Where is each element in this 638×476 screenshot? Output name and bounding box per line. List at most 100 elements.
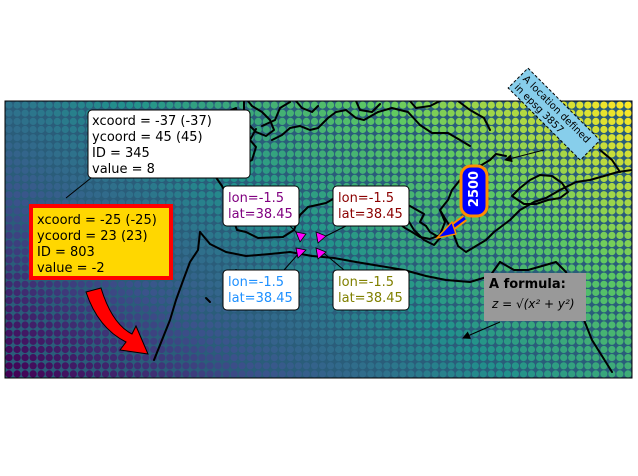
- data-point: [310, 345, 319, 354]
- data-point: [511, 166, 519, 174]
- data-point: [511, 199, 519, 207]
- data-point: [367, 354, 375, 362]
- data-point: [359, 345, 367, 354]
- data-point: [351, 150, 359, 158]
- data-point: [584, 240, 592, 248]
- data-point: [527, 240, 536, 248]
- data-point: [359, 166, 367, 174]
- data-point: [600, 182, 608, 191]
- data-point: [600, 313, 608, 321]
- data-point: [190, 264, 198, 272]
- data-point: [600, 248, 608, 256]
- data-point: [608, 321, 616, 329]
- data-point: [519, 142, 528, 150]
- data-point: [447, 354, 455, 362]
- data-point: [222, 354, 230, 362]
- data-point: [439, 297, 447, 305]
- data-point: [544, 264, 552, 272]
- data-point: [310, 362, 319, 370]
- data-point: [592, 231, 600, 239]
- data-point: [21, 256, 29, 264]
- data-point: [616, 117, 624, 125]
- data-point: [174, 248, 182, 256]
- data-point: [182, 313, 190, 321]
- data-point: [447, 207, 455, 215]
- data-point: [495, 101, 503, 109]
- data-point: [560, 329, 568, 337]
- data-point: [174, 264, 182, 272]
- data-point: [45, 280, 53, 288]
- data-point: [310, 354, 319, 362]
- data-point: [29, 101, 37, 109]
- data-point: [310, 297, 319, 305]
- data-point: [262, 337, 270, 345]
- data-point: [53, 354, 61, 362]
- data-point: [230, 337, 238, 345]
- data-point: [166, 101, 174, 109]
- data-point: [335, 142, 343, 150]
- data-point: [447, 337, 455, 345]
- data-point: [335, 117, 343, 125]
- data-point: [624, 174, 632, 182]
- data-point: [592, 248, 600, 256]
- data-point: [423, 337, 431, 345]
- data-point: [13, 256, 21, 264]
- data-point: [343, 370, 351, 378]
- data-point: [527, 329, 536, 337]
- data-point: [487, 223, 495, 231]
- data-point: [519, 354, 528, 362]
- data-point: [584, 362, 592, 370]
- data-point: [552, 354, 560, 362]
- data-point: [37, 321, 45, 329]
- data-point: [624, 134, 632, 142]
- data-point: [487, 199, 495, 207]
- data-point: [118, 354, 126, 362]
- data-point: [399, 248, 407, 256]
- data-point: [536, 329, 544, 337]
- data-point: [439, 142, 447, 150]
- data-point: [495, 345, 503, 354]
- data-point: [190, 362, 198, 370]
- data-point: [608, 215, 616, 223]
- data-point: [608, 337, 616, 345]
- data-point: [37, 297, 45, 305]
- data-point: [415, 125, 423, 134]
- data-point: [624, 101, 632, 109]
- data-point: [5, 264, 13, 272]
- data-point: [13, 329, 21, 337]
- data-point: [5, 256, 13, 264]
- data-point: [455, 158, 463, 166]
- data-point: [447, 297, 455, 305]
- data-point: [536, 370, 544, 378]
- data-point: [134, 370, 142, 378]
- data-point: [511, 329, 519, 337]
- data-point: [166, 305, 174, 313]
- data-point: [45, 329, 53, 337]
- data-point: [536, 215, 544, 223]
- data-point: [536, 150, 544, 158]
- data-point: [552, 248, 560, 256]
- data-point: [206, 288, 214, 297]
- data-point: [286, 158, 294, 166]
- data-point: [238, 231, 246, 239]
- data-point: [383, 174, 391, 182]
- data-point: [608, 280, 616, 288]
- data-point: [439, 134, 447, 142]
- data-point: [190, 305, 198, 313]
- data-point: [327, 166, 335, 174]
- data-point: [318, 223, 327, 231]
- data-point: [222, 101, 230, 109]
- data-point: [126, 297, 134, 305]
- data-point: [286, 109, 294, 117]
- data-point: [45, 174, 53, 182]
- data-point: [278, 256, 286, 264]
- data-point: [238, 345, 246, 354]
- data-point: [576, 231, 584, 239]
- data-point: [13, 337, 21, 345]
- data-point: [351, 248, 359, 256]
- data-point: [423, 207, 431, 215]
- data-point: [439, 329, 447, 337]
- data-point: [327, 297, 335, 305]
- data-point: [206, 280, 214, 288]
- data-point: [407, 329, 415, 337]
